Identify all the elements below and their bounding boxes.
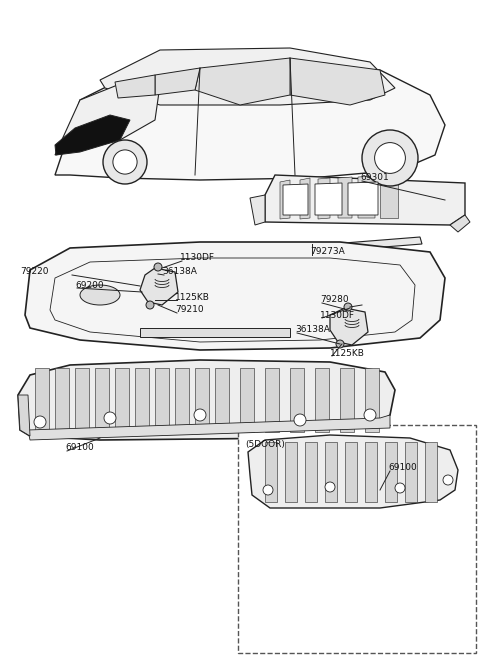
Polygon shape bbox=[100, 48, 395, 105]
Polygon shape bbox=[35, 368, 49, 432]
Circle shape bbox=[263, 485, 273, 495]
Polygon shape bbox=[290, 58, 385, 105]
Polygon shape bbox=[215, 368, 229, 432]
Polygon shape bbox=[25, 242, 445, 350]
Circle shape bbox=[344, 303, 352, 311]
Text: 79220: 79220 bbox=[20, 268, 48, 276]
Polygon shape bbox=[155, 68, 200, 95]
Circle shape bbox=[325, 482, 335, 492]
Text: 36138A: 36138A bbox=[295, 325, 330, 335]
Polygon shape bbox=[195, 58, 290, 105]
Circle shape bbox=[103, 140, 147, 184]
Polygon shape bbox=[140, 268, 178, 305]
Text: 1130DF: 1130DF bbox=[180, 253, 215, 262]
Polygon shape bbox=[248, 435, 458, 508]
Text: 69100: 69100 bbox=[388, 464, 417, 472]
Circle shape bbox=[154, 263, 162, 271]
Text: (5DOOR): (5DOOR) bbox=[245, 440, 285, 449]
Polygon shape bbox=[425, 442, 437, 502]
Polygon shape bbox=[290, 368, 304, 432]
Polygon shape bbox=[315, 368, 329, 432]
Polygon shape bbox=[18, 360, 395, 440]
Text: 1125KB: 1125KB bbox=[175, 293, 210, 302]
Polygon shape bbox=[340, 368, 354, 432]
Circle shape bbox=[374, 142, 406, 173]
Polygon shape bbox=[300, 178, 310, 219]
Polygon shape bbox=[28, 415, 390, 440]
Circle shape bbox=[395, 483, 405, 493]
Text: 79210: 79210 bbox=[175, 306, 204, 314]
Polygon shape bbox=[18, 395, 30, 436]
Polygon shape bbox=[155, 368, 169, 432]
Polygon shape bbox=[265, 442, 277, 502]
FancyBboxPatch shape bbox=[238, 425, 476, 653]
Polygon shape bbox=[348, 182, 378, 215]
Text: 1130DF: 1130DF bbox=[320, 310, 355, 319]
Polygon shape bbox=[155, 237, 422, 265]
Polygon shape bbox=[265, 368, 279, 432]
Polygon shape bbox=[135, 368, 149, 432]
Polygon shape bbox=[265, 175, 465, 225]
Polygon shape bbox=[140, 328, 290, 337]
Polygon shape bbox=[283, 184, 308, 215]
Polygon shape bbox=[305, 442, 317, 502]
Text: 69301: 69301 bbox=[360, 173, 389, 182]
Text: 79273A: 79273A bbox=[310, 247, 345, 256]
Polygon shape bbox=[95, 368, 109, 432]
Polygon shape bbox=[380, 176, 398, 218]
Circle shape bbox=[336, 340, 344, 348]
Circle shape bbox=[104, 412, 116, 424]
Polygon shape bbox=[285, 442, 297, 502]
Text: 69100: 69100 bbox=[65, 443, 94, 453]
Circle shape bbox=[443, 475, 453, 485]
Polygon shape bbox=[405, 442, 417, 502]
Polygon shape bbox=[450, 215, 470, 232]
Circle shape bbox=[294, 414, 306, 426]
Polygon shape bbox=[55, 80, 160, 155]
Polygon shape bbox=[365, 442, 377, 502]
Circle shape bbox=[364, 409, 376, 421]
Polygon shape bbox=[175, 368, 189, 432]
Text: 1125KB: 1125KB bbox=[330, 348, 365, 358]
Polygon shape bbox=[195, 368, 209, 432]
Polygon shape bbox=[75, 368, 89, 432]
Circle shape bbox=[194, 409, 206, 421]
Polygon shape bbox=[250, 195, 265, 225]
Ellipse shape bbox=[80, 285, 120, 305]
Polygon shape bbox=[115, 368, 129, 432]
Text: 36138A: 36138A bbox=[162, 268, 197, 276]
Polygon shape bbox=[338, 177, 352, 218]
Polygon shape bbox=[55, 58, 445, 180]
Polygon shape bbox=[365, 368, 379, 432]
Text: 69200: 69200 bbox=[75, 281, 104, 289]
Polygon shape bbox=[330, 308, 368, 345]
Polygon shape bbox=[55, 115, 130, 155]
Circle shape bbox=[34, 416, 46, 428]
Polygon shape bbox=[358, 176, 375, 218]
Text: 79280: 79280 bbox=[320, 295, 348, 304]
Polygon shape bbox=[280, 180, 290, 219]
Circle shape bbox=[362, 130, 418, 186]
Polygon shape bbox=[240, 368, 254, 432]
Polygon shape bbox=[325, 442, 337, 502]
Polygon shape bbox=[318, 178, 330, 219]
Circle shape bbox=[113, 150, 137, 174]
Polygon shape bbox=[315, 183, 342, 215]
Polygon shape bbox=[345, 442, 357, 502]
Polygon shape bbox=[55, 368, 69, 432]
Polygon shape bbox=[385, 442, 397, 502]
Polygon shape bbox=[115, 75, 155, 98]
Circle shape bbox=[146, 301, 154, 309]
